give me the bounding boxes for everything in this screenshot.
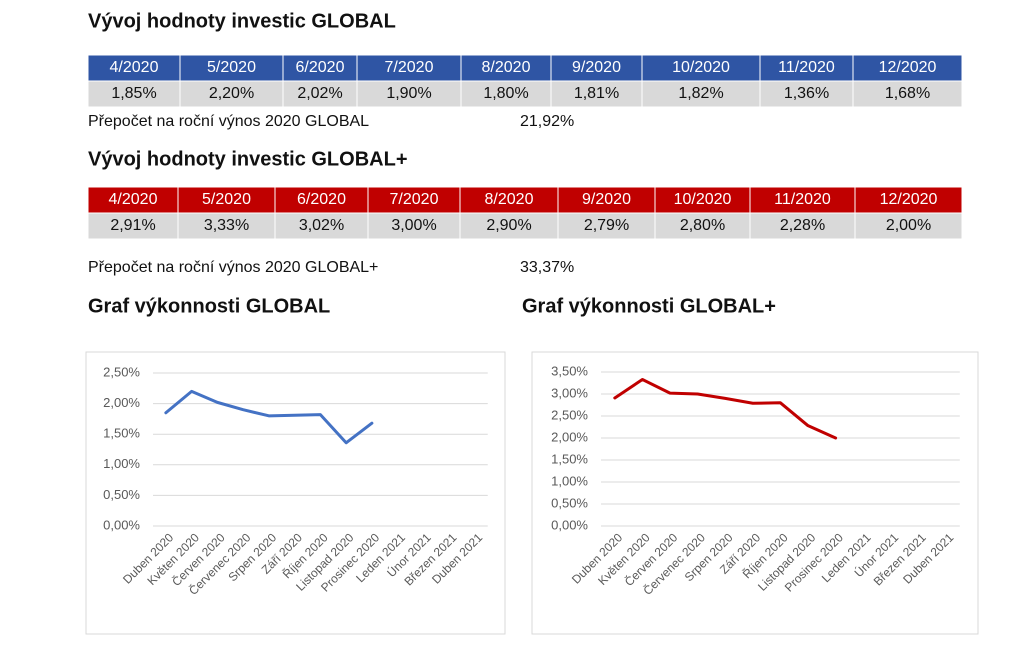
value-cell	[550, 80, 643, 108]
value-text: 1,80%	[483, 85, 528, 102]
value-cell	[854, 212, 963, 240]
value-text: 3,33%	[204, 217, 249, 234]
value-text: 1,36%	[784, 85, 829, 102]
header-cell	[459, 186, 559, 214]
value-cell	[641, 80, 761, 108]
header-text: 9/2020	[582, 191, 631, 208]
value-text: 1,68%	[885, 85, 930, 102]
header-text: 9/2020	[572, 59, 621, 76]
header-text: 6/2020	[296, 59, 345, 76]
y-tick-label: 0,00%	[103, 517, 140, 532]
value-text: 2,20%	[209, 85, 254, 102]
section-title: Vývoj hodnoty investic GLOBAL+	[88, 148, 408, 170]
value-text: 1,85%	[111, 85, 156, 102]
value-text: 1,90%	[386, 85, 431, 102]
value-text: 3,02%	[299, 217, 344, 234]
y-tick-label: 2,50%	[551, 407, 588, 422]
y-tick-label: 3,00%	[551, 385, 588, 400]
value-text: 2,02%	[297, 85, 342, 102]
header-text: 10/2020	[672, 59, 730, 76]
y-tick-label: 0,50%	[103, 487, 140, 502]
y-tick-label: 2,50%	[103, 364, 140, 379]
value-cell	[852, 80, 963, 108]
value-text: 1,82%	[678, 85, 723, 102]
header-cell	[852, 54, 963, 82]
value-text: 2,00%	[886, 217, 931, 234]
value-cell	[87, 80, 181, 108]
header-text: 8/2020	[482, 59, 531, 76]
value-cell	[759, 80, 854, 108]
value-text: 2,79%	[584, 217, 629, 234]
header-text: 4/2020	[109, 191, 158, 208]
header-text: 7/2020	[390, 191, 439, 208]
header-text: 5/2020	[202, 191, 251, 208]
y-tick-label: 2,00%	[103, 395, 140, 410]
value-text: 2,91%	[110, 217, 155, 234]
y-tick-label: 1,00%	[103, 456, 140, 471]
value-text: 2,90%	[486, 217, 531, 234]
header-cell	[87, 186, 179, 214]
header-text: 10/2020	[674, 191, 732, 208]
header-cell	[177, 186, 276, 214]
value-cell	[460, 80, 552, 108]
y-tick-label: 3,50%	[551, 363, 588, 378]
y-tick-label: 1,00%	[551, 473, 588, 488]
value-text: 3,00%	[391, 217, 436, 234]
header-text: 12/2020	[880, 191, 938, 208]
chart-title: Graf výkonnosti GLOBAL	[88, 295, 330, 317]
line-series	[164, 389, 374, 445]
header-cell	[654, 186, 751, 214]
header-text: 12/2020	[879, 59, 937, 76]
chart-frame	[531, 351, 979, 635]
note: Přepočet na roční výnos 2020 GLOBAL	[88, 113, 369, 130]
y-tick-label: 1,50%	[103, 426, 140, 441]
value-cell	[87, 212, 179, 240]
chart-title: Graf výkonnosti GLOBAL+	[522, 295, 776, 317]
value-text: 2,80%	[680, 217, 725, 234]
header-text: 8/2020	[485, 191, 534, 208]
header-text: 11/2020	[778, 59, 835, 76]
note: Přepočet na roční výnos 2020 GLOBAL+	[88, 259, 378, 276]
y-tick-label: 2,00%	[551, 429, 588, 444]
chart-frame	[85, 351, 506, 635]
section-title: Vývoj hodnoty investic GLOBAL	[88, 10, 396, 32]
header-cell	[557, 186, 656, 214]
value-cell	[282, 80, 358, 108]
value-text: 2,28%	[780, 217, 825, 234]
y-tick-label: 0,50%	[551, 495, 588, 510]
line-series	[613, 377, 838, 440]
value-cell	[177, 212, 276, 240]
value-cell	[356, 80, 462, 108]
note-value: 21,92%	[520, 113, 574, 130]
header-text: 11/2020	[774, 191, 831, 208]
note-value: 33,37%	[520, 259, 574, 276]
header-text: 6/2020	[297, 191, 346, 208]
header-cell	[87, 54, 181, 82]
header-cell	[274, 186, 369, 214]
header-text: 7/2020	[385, 59, 434, 76]
value-cell	[749, 212, 856, 240]
value-cell	[459, 212, 559, 240]
header-text: 5/2020	[207, 59, 256, 76]
header-text: 4/2020	[110, 59, 159, 76]
y-tick-label: 0,00%	[551, 517, 588, 532]
y-tick-label: 1,50%	[551, 451, 588, 466]
value-text: 1,81%	[574, 85, 619, 102]
